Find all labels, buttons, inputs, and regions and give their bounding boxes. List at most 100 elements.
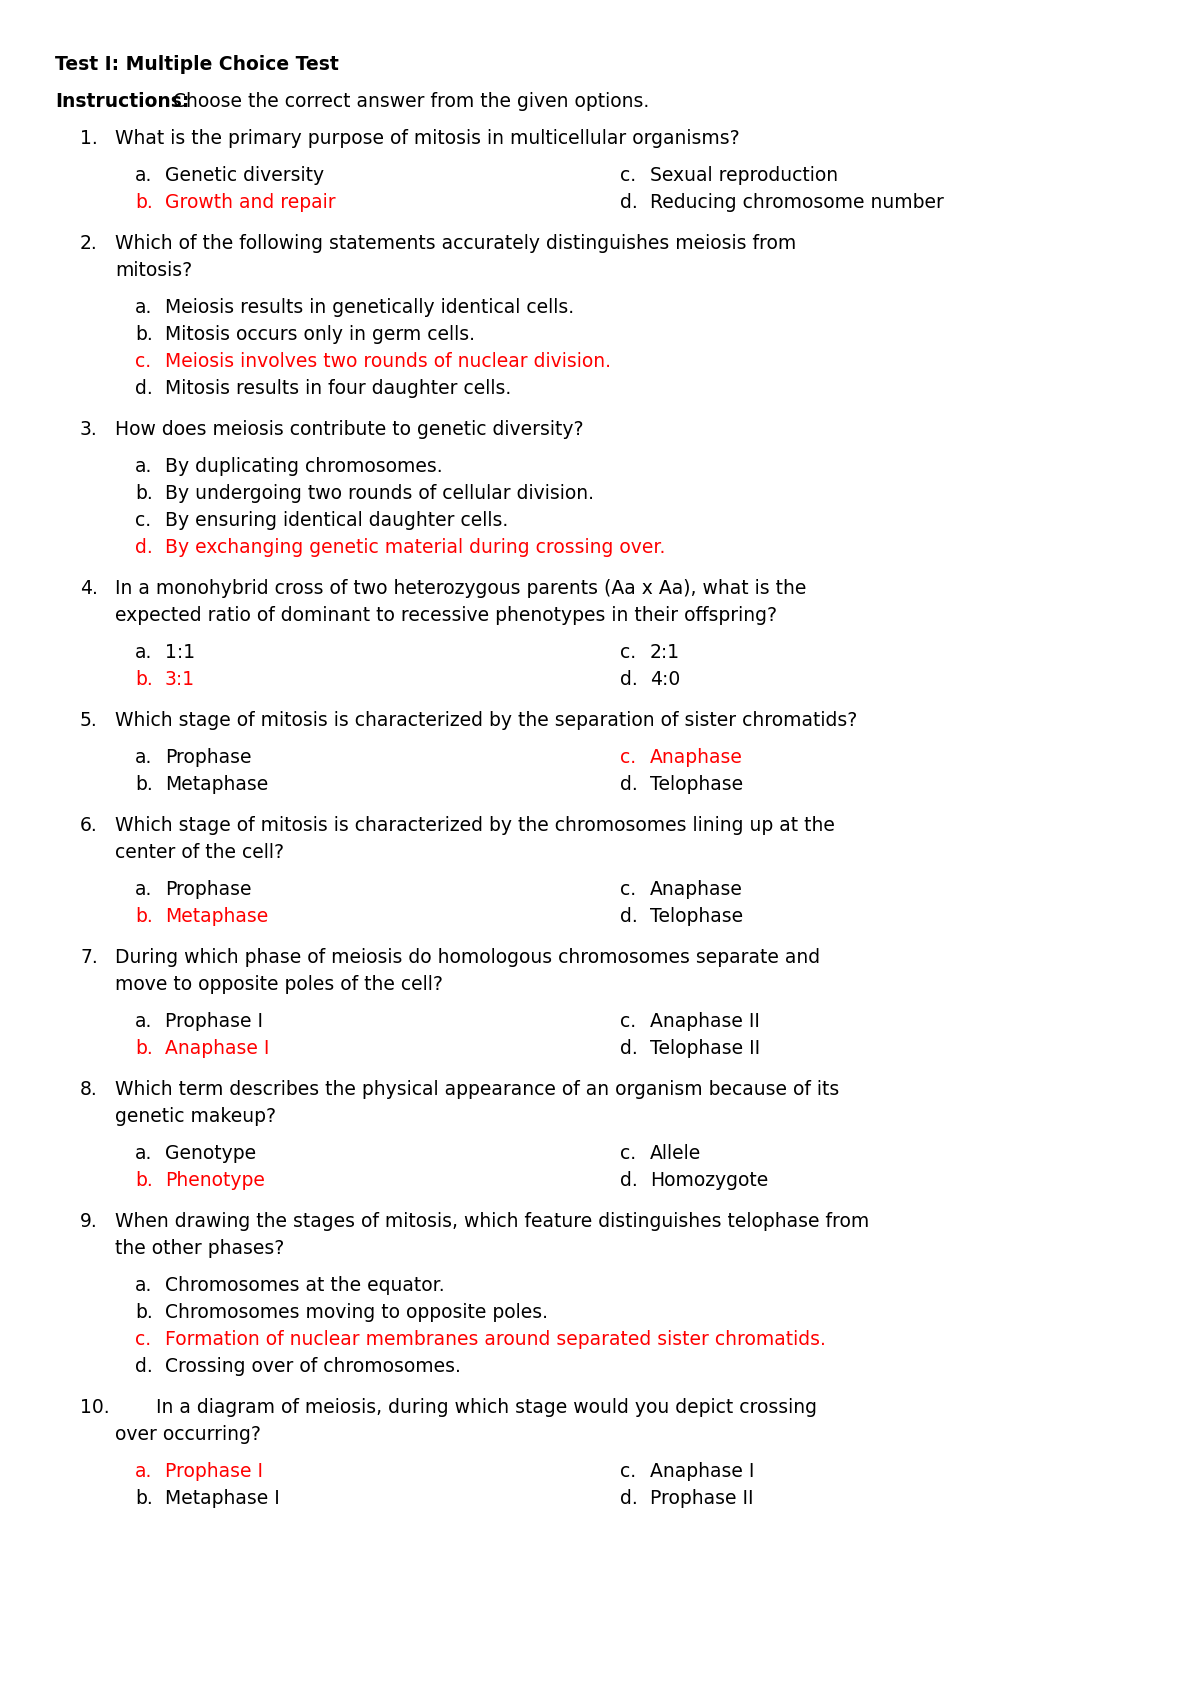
Text: Anaphase II: Anaphase II (650, 1013, 760, 1031)
Text: Prophase: Prophase (166, 748, 252, 767)
Text: b.: b. (134, 1303, 152, 1321)
Text: b.: b. (134, 1489, 152, 1508)
Text: Metaphase I: Metaphase I (166, 1489, 280, 1508)
Text: c.: c. (620, 748, 636, 767)
Text: 5.: 5. (80, 711, 97, 729)
Text: d.: d. (620, 1489, 637, 1508)
Text: Chromosomes moving to opposite poles.: Chromosomes moving to opposite poles. (166, 1303, 548, 1321)
Text: c.: c. (620, 1462, 636, 1481)
Text: Anaphase I: Anaphase I (650, 1462, 755, 1481)
Text: b.: b. (134, 326, 152, 344)
Text: Anaphase: Anaphase (650, 748, 743, 767)
Text: Which term describes the physical appearance of an organism because of its: Which term describes the physical appear… (115, 1080, 839, 1099)
Text: Choose the correct answer from the given options.: Choose the correct answer from the given… (167, 92, 649, 110)
Text: b.: b. (134, 670, 152, 689)
Text: c.: c. (620, 166, 636, 185)
Text: Which stage of mitosis is characterized by the chromosomes lining up at the: Which stage of mitosis is characterized … (115, 816, 835, 834)
Text: a.: a. (134, 298, 152, 317)
Text: a.: a. (134, 1275, 152, 1296)
Text: Prophase: Prophase (166, 880, 252, 899)
Text: Prophase I: Prophase I (166, 1013, 263, 1031)
Text: 10.: 10. (80, 1398, 109, 1416)
Text: Crossing over of chromosomes.: Crossing over of chromosomes. (166, 1357, 461, 1375)
Text: 4.: 4. (80, 578, 98, 599)
Text: Telophase: Telophase (650, 775, 743, 794)
Text: Meiosis involves two rounds of nuclear division.: Meiosis involves two rounds of nuclear d… (166, 353, 611, 371)
Text: b.: b. (134, 483, 152, 504)
Text: Meiosis results in genetically identical cells.: Meiosis results in genetically identical… (166, 298, 574, 317)
Text: expected ratio of dominant to recessive phenotypes in their offspring?: expected ratio of dominant to recessive … (115, 605, 778, 626)
Text: 7.: 7. (80, 948, 97, 967)
Text: a.: a. (134, 748, 152, 767)
Text: d.: d. (134, 378, 152, 399)
Text: 3:1: 3:1 (166, 670, 196, 689)
Text: d.: d. (620, 1040, 637, 1058)
Text: Chromosomes at the equator.: Chromosomes at the equator. (166, 1275, 445, 1296)
Text: By ensuring identical daughter cells.: By ensuring identical daughter cells. (166, 510, 509, 529)
Text: c.: c. (620, 1013, 636, 1031)
Text: a.: a. (134, 880, 152, 899)
Text: Phenotype: Phenotype (166, 1170, 265, 1191)
Text: c.: c. (620, 1145, 636, 1163)
Text: d.: d. (620, 193, 637, 212)
Text: a.: a. (134, 456, 152, 477)
Text: 3.: 3. (80, 421, 97, 439)
Text: a.: a. (134, 643, 152, 661)
Text: By undergoing two rounds of cellular division.: By undergoing two rounds of cellular div… (166, 483, 594, 504)
Text: Mitosis occurs only in germ cells.: Mitosis occurs only in germ cells. (166, 326, 475, 344)
Text: How does meiosis contribute to genetic diversity?: How does meiosis contribute to genetic d… (115, 421, 583, 439)
Text: a.: a. (134, 166, 152, 185)
Text: d.: d. (620, 1170, 637, 1191)
Text: Genotype: Genotype (166, 1145, 256, 1163)
Text: 6.: 6. (80, 816, 97, 834)
Text: Telophase: Telophase (650, 907, 743, 926)
Text: Sexual reproduction: Sexual reproduction (650, 166, 838, 185)
Text: 2:1: 2:1 (650, 643, 680, 661)
Text: b.: b. (134, 193, 152, 212)
Text: c.: c. (134, 510, 151, 529)
Text: c.: c. (134, 353, 151, 371)
Text: d.: d. (134, 538, 152, 556)
Text: When drawing the stages of mitosis, which feature distinguishes telophase from: When drawing the stages of mitosis, whic… (115, 1213, 869, 1231)
Text: Formation of nuclear membranes around separated sister chromatids.: Formation of nuclear membranes around se… (166, 1330, 826, 1348)
Text: center of the cell?: center of the cell? (115, 843, 284, 862)
Text: c.: c. (134, 1330, 151, 1348)
Text: Which stage of mitosis is characterized by the separation of sister chromatids?: Which stage of mitosis is characterized … (115, 711, 857, 729)
Text: d.: d. (134, 1357, 152, 1375)
Text: mitosis?: mitosis? (115, 261, 192, 280)
Text: a.: a. (134, 1145, 152, 1163)
Text: 9.: 9. (80, 1213, 97, 1231)
Text: a.: a. (134, 1462, 152, 1481)
Text: over occurring?: over occurring? (115, 1425, 260, 1443)
Text: Anaphase: Anaphase (650, 880, 743, 899)
Text: move to opposite poles of the cell?: move to opposite poles of the cell? (115, 975, 443, 994)
Text: c.: c. (620, 643, 636, 661)
Text: a.: a. (134, 1013, 152, 1031)
Text: Homozygote: Homozygote (650, 1170, 768, 1191)
Text: Genetic diversity: Genetic diversity (166, 166, 324, 185)
Text: In a monohybrid cross of two heterozygous parents (Aa x Aa), what is the: In a monohybrid cross of two heterozygou… (115, 578, 806, 599)
Text: Prophase I: Prophase I (166, 1462, 263, 1481)
Text: genetic makeup?: genetic makeup? (115, 1107, 276, 1126)
Text: Test I: Multiple Choice Test: Test I: Multiple Choice Test (55, 54, 338, 75)
Text: By duplicating chromosomes.: By duplicating chromosomes. (166, 456, 443, 477)
Text: Allele: Allele (650, 1145, 701, 1163)
Text: Which of the following statements accurately distinguishes meiosis from: Which of the following statements accura… (115, 234, 797, 253)
Text: 8.: 8. (80, 1080, 97, 1099)
Text: Growth and repair: Growth and repair (166, 193, 336, 212)
Text: b.: b. (134, 1040, 152, 1058)
Text: During which phase of meiosis do homologous chromosomes separate and: During which phase of meiosis do homolog… (115, 948, 820, 967)
Text: d.: d. (620, 670, 637, 689)
Text: What is the primary purpose of mitosis in multicellular organisms?: What is the primary purpose of mitosis i… (115, 129, 739, 148)
Text: By exchanging genetic material during crossing over.: By exchanging genetic material during cr… (166, 538, 665, 556)
Text: In a diagram of meiosis, during which stage would you depict crossing: In a diagram of meiosis, during which st… (120, 1398, 817, 1416)
Text: Anaphase I: Anaphase I (166, 1040, 269, 1058)
Text: Mitosis results in four daughter cells.: Mitosis results in four daughter cells. (166, 378, 511, 399)
Text: 1.: 1. (80, 129, 97, 148)
Text: 1:1: 1:1 (166, 643, 196, 661)
Text: the other phases?: the other phases? (115, 1240, 284, 1258)
Text: d.: d. (620, 907, 637, 926)
Text: d.: d. (620, 775, 637, 794)
Text: Instructions:: Instructions: (55, 92, 190, 110)
Text: Reducing chromosome number: Reducing chromosome number (650, 193, 944, 212)
